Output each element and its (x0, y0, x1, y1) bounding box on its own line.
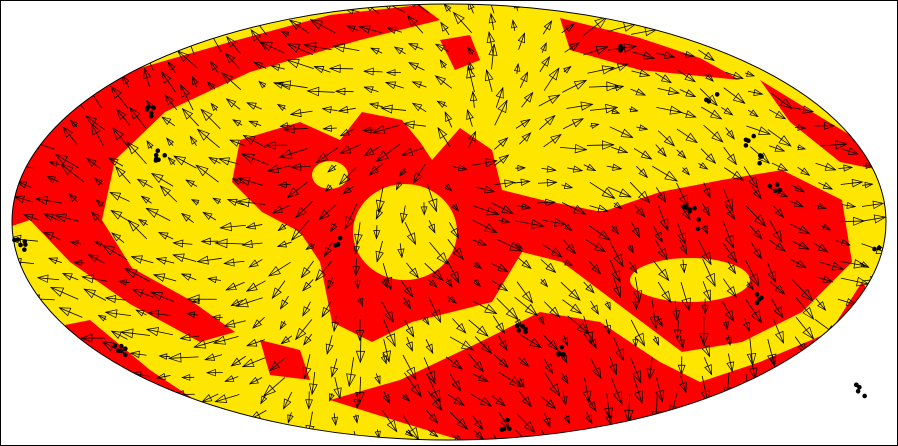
source-dot (744, 137, 749, 142)
source-dot (505, 418, 510, 423)
source-dot (18, 243, 23, 248)
source-dot (757, 161, 762, 166)
source-dot (706, 99, 711, 104)
yellow-region (353, 184, 457, 280)
source-dot (715, 92, 720, 97)
source-dot (520, 324, 525, 329)
source-dot (119, 344, 124, 349)
source-dot (778, 188, 783, 193)
source-dot (156, 157, 161, 162)
source-dot (560, 345, 565, 350)
source-dot (755, 301, 760, 306)
source-dot (775, 182, 780, 187)
source-dot (516, 328, 521, 333)
source-dot (744, 143, 749, 148)
source-dot (113, 343, 118, 348)
source-dot (768, 184, 773, 189)
yellow-region (312, 161, 348, 189)
source-dot (556, 352, 561, 357)
source-dot (145, 107, 150, 112)
source-dot (755, 292, 760, 297)
source-dot (123, 346, 128, 351)
source-dot (618, 44, 623, 49)
source-dot (692, 206, 697, 211)
source-dot (507, 426, 512, 431)
source-dot (857, 385, 862, 390)
source-dot (515, 324, 520, 329)
source-dot (500, 427, 505, 432)
source-dot (877, 246, 882, 251)
source-dot (338, 236, 343, 241)
source-dot (123, 352, 128, 357)
source-dot (149, 114, 154, 119)
source-dot (856, 389, 861, 394)
source-dot (561, 352, 566, 357)
source-dot (151, 105, 156, 110)
source-dot (751, 134, 756, 139)
source-dot (336, 242, 341, 247)
source-dot (758, 154, 763, 159)
source-dot (759, 296, 764, 301)
yellow-region (630, 258, 750, 302)
source-dot (23, 242, 28, 247)
source-dot (872, 247, 877, 252)
source-dot (696, 217, 701, 222)
source-dot (22, 247, 27, 252)
source-dot (155, 148, 160, 153)
source-dot (119, 349, 124, 354)
sky-map (0, 0, 898, 446)
source-dot (162, 153, 167, 158)
source-dot (523, 330, 528, 335)
source-dot (773, 189, 778, 194)
source-dot (688, 207, 693, 212)
source-dot (16, 237, 21, 242)
source-dot (696, 227, 701, 232)
source-dot (618, 48, 623, 53)
source-dot (862, 394, 867, 399)
